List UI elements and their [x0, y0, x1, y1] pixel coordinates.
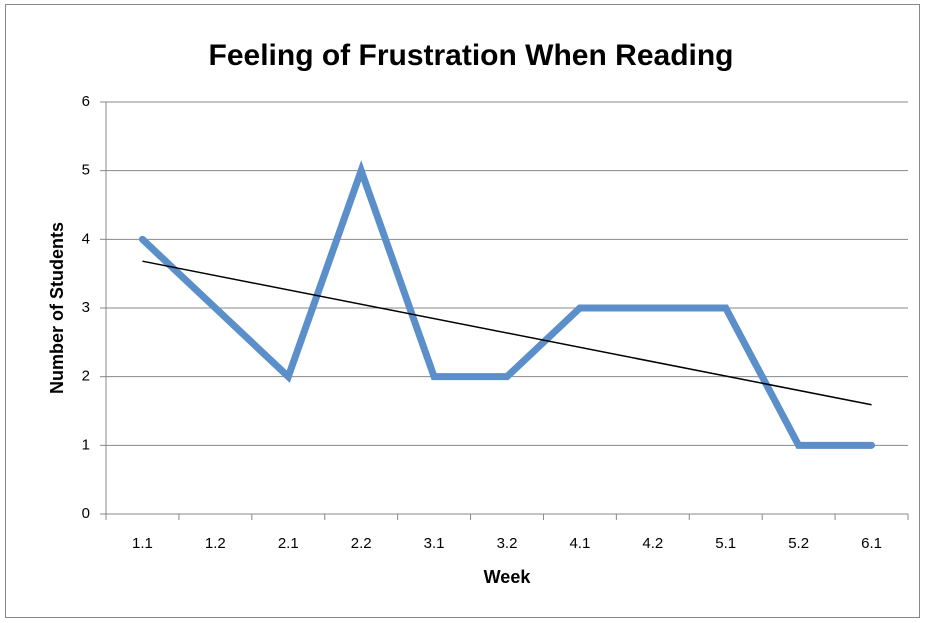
- x-tick-label: 2.1: [278, 535, 299, 552]
- y-tick-label: 3: [82, 299, 90, 316]
- x-tick-label: 1.1: [132, 535, 153, 552]
- x-tick-label: 3.2: [497, 535, 518, 552]
- x-axis-title: Week: [484, 567, 532, 587]
- chart-border: [5, 4, 920, 618]
- y-tick-label: 4: [82, 230, 90, 247]
- y-tick-label: 2: [82, 368, 90, 385]
- x-tick-label: 4.2: [642, 535, 663, 552]
- x-tick-label: 5.2: [788, 535, 809, 552]
- y-tick-label: 1: [82, 436, 90, 453]
- y-tick-label: 6: [82, 93, 90, 110]
- x-tick-label: 3.1: [424, 535, 445, 552]
- data-line: [138, 160, 876, 449]
- y-axis-title: Number of Students: [47, 222, 67, 394]
- y-tick-label: 0: [82, 505, 90, 522]
- x-tick-label: 1.2: [205, 535, 226, 552]
- x-tick-label: 5.1: [715, 535, 736, 552]
- trendline: [142, 260, 872, 406]
- y-tick-label: 5: [82, 162, 90, 179]
- x-tick-label: 4.1: [569, 535, 590, 552]
- chart-title: Feeling of Frustration When Reading: [209, 39, 734, 72]
- x-tick-label: 6.1: [861, 535, 882, 552]
- x-tick-label: 2.2: [351, 535, 372, 552]
